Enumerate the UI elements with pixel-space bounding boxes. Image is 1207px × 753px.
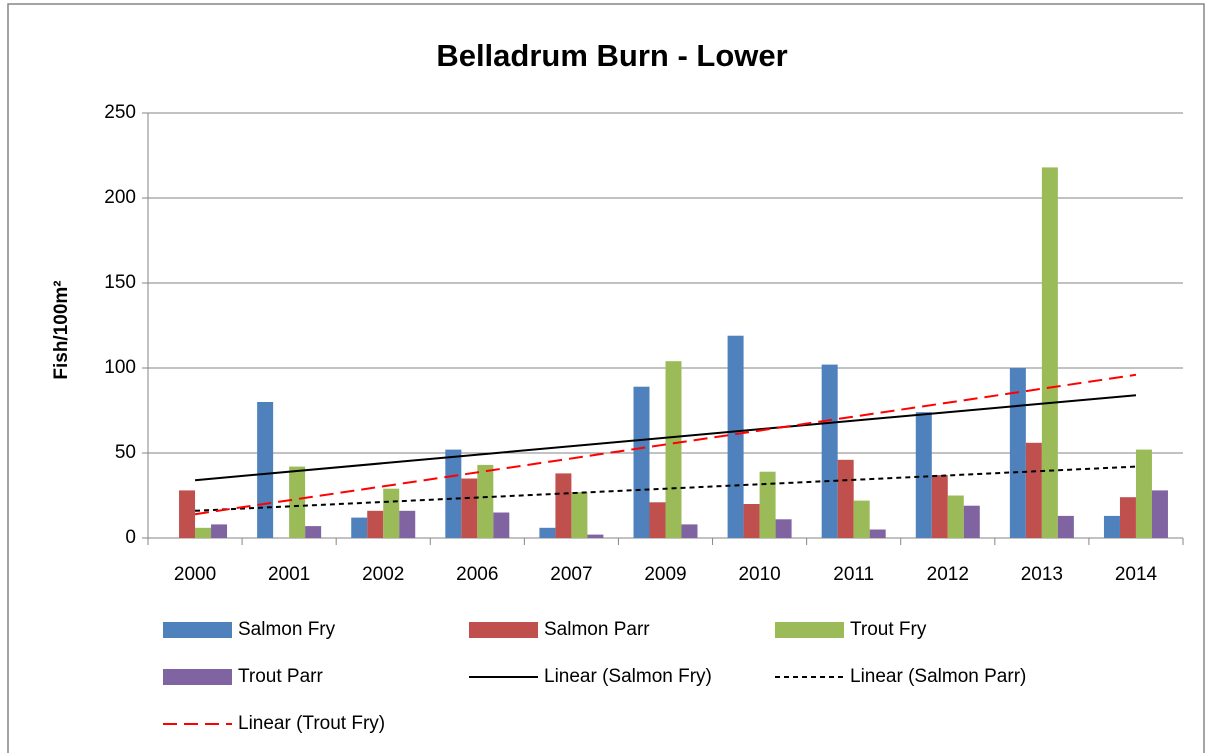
bar [759, 471, 776, 538]
y-tick-label: 100 [104, 357, 136, 378]
trendline [194, 394, 1137, 482]
bar [1151, 490, 1168, 538]
x-tick-label: 2000 [174, 564, 216, 585]
bar [1041, 167, 1058, 538]
x-tick-label: 2002 [362, 564, 404, 585]
bar [727, 335, 744, 538]
bar [571, 492, 588, 538]
bar [837, 459, 854, 538]
x-tick-label: 2014 [1115, 564, 1158, 585]
y-tick-label: 50 [115, 442, 136, 463]
bar [1057, 515, 1074, 538]
legend-label: Linear (Salmon Parr) [850, 666, 1026, 687]
bar [931, 475, 948, 538]
bar [493, 512, 510, 538]
y-tick-label: 200 [104, 187, 136, 208]
bar [289, 466, 306, 538]
bar [1103, 515, 1120, 538]
bar [367, 510, 384, 538]
y-tick-label: 250 [104, 102, 136, 123]
legend-label: Salmon Parr [544, 619, 650, 640]
trendline [194, 465, 1137, 512]
bar [211, 524, 228, 538]
bar [257, 402, 274, 538]
legend-label: Linear (Salmon Fry) [544, 666, 712, 687]
y-tick-label: 150 [104, 272, 136, 293]
bar [555, 473, 572, 538]
x-tick-label: 2011 [833, 564, 874, 585]
bar [1135, 449, 1152, 538]
x-tick-label: 2007 [550, 564, 592, 585]
bar [539, 527, 556, 538]
bar [1025, 442, 1042, 538]
bar [869, 529, 886, 538]
bar [821, 364, 838, 538]
legend-label: Trout Parr [238, 666, 323, 687]
bar [853, 500, 870, 538]
bar [775, 519, 792, 538]
legend-swatch [775, 622, 844, 638]
x-tick-label: 2006 [456, 564, 498, 585]
legend-label: Salmon Fry [238, 619, 336, 640]
bar [351, 517, 368, 538]
bar [179, 490, 196, 538]
bar [1009, 368, 1026, 538]
bar [915, 412, 932, 538]
bar [305, 526, 322, 538]
x-tick-label: 2013 [1021, 564, 1063, 585]
legend-swatch [163, 669, 232, 685]
trendline [194, 373, 1137, 516]
bar [947, 495, 964, 538]
bar [195, 527, 212, 538]
y-tick-label: 0 [125, 527, 136, 548]
bar [681, 524, 698, 538]
x-tick-label: 2012 [927, 564, 969, 585]
bar [743, 504, 760, 538]
legend-swatch [163, 622, 232, 638]
x-tick-label: 2001 [268, 564, 310, 585]
bar [633, 386, 650, 538]
bar [461, 478, 478, 538]
bar [665, 361, 682, 538]
bar [445, 449, 462, 538]
bar [477, 464, 494, 538]
legend-label: Trout Fry [850, 619, 927, 640]
bar [1119, 497, 1136, 538]
bar [399, 510, 416, 538]
chart-title: Belladrum Burn - Lower [436, 38, 787, 73]
y-axis-label: Fish/100m² [51, 280, 72, 379]
bar [963, 505, 980, 538]
x-tick-label: 2010 [738, 564, 780, 585]
legend-swatch [469, 622, 538, 638]
bar [649, 502, 666, 538]
bar [383, 488, 400, 538]
bar [587, 534, 604, 538]
legend-label: Linear (Trout Fry) [238, 713, 385, 734]
x-tick-label: 2009 [644, 564, 686, 585]
